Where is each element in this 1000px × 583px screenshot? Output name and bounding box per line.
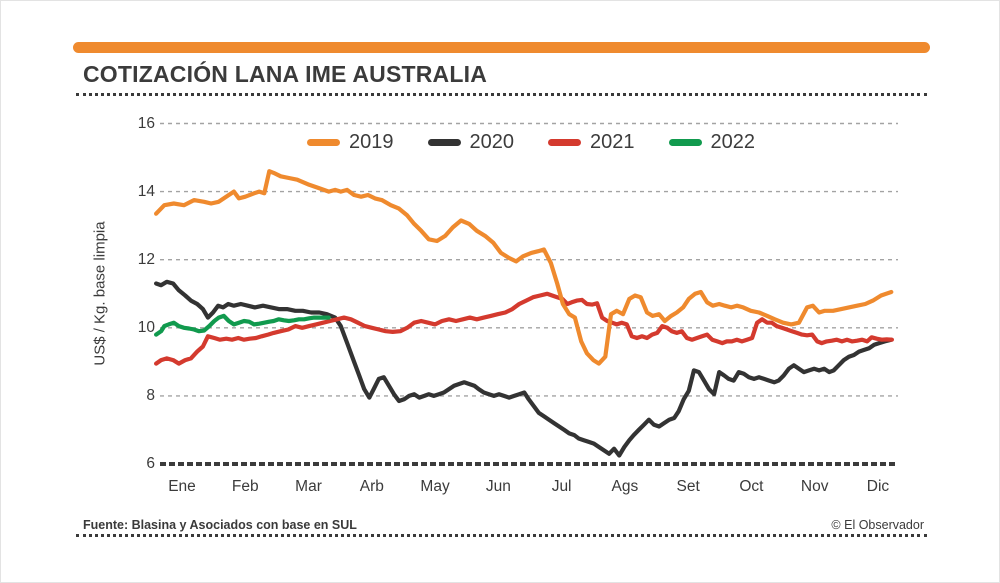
x-tick-label-Ene: Ene — [168, 478, 196, 495]
legend-swatch-2020 — [427, 139, 461, 146]
x-tick-label-Mar: Mar — [295, 478, 322, 495]
y-tick-label-16: 16 — [137, 114, 155, 132]
y-tick-label-14: 14 — [137, 182, 155, 200]
legend-item-2022: 2022 — [668, 131, 756, 154]
legend-label-2020: 2020 — [469, 131, 515, 153]
footer-divider — [76, 534, 927, 537]
series-line-2020 — [154, 279, 894, 458]
page-title: COTIZACIÓN LANA IME AUSTRALIA — [83, 61, 488, 87]
x-tick-label-May: May — [420, 478, 450, 495]
x-tick-label-Jul: Jul — [551, 478, 572, 495]
series-line-2019 — [154, 169, 894, 366]
x-tick-label-Set: Set — [676, 478, 700, 495]
legend-label-2021: 2021 — [590, 131, 635, 153]
legend-swatch-2021 — [548, 139, 581, 146]
chart-legend: 2019 2020 2021 2022 — [161, 131, 901, 154]
x-tick-label-Dic: Dic — [866, 478, 890, 495]
legend-swatch-2022 — [668, 139, 702, 146]
y-tick-label-12: 12 — [137, 250, 155, 268]
x-tick-label-Oct: Oct — [739, 478, 764, 495]
x-tick-label-Nov: Nov — [800, 478, 829, 495]
accent-bar — [73, 42, 930, 53]
title-divider — [76, 93, 927, 96]
y-tick-label-6: 6 — [146, 455, 155, 472]
legend-item-2020: 2020 — [427, 131, 515, 154]
legend-label-2019: 2019 — [349, 131, 394, 153]
source-note: Fuente: Blasina y Asociados con base en … — [83, 518, 357, 532]
y-axis-title: US$ / Kg. base limpia — [91, 221, 109, 366]
y-tick-label-8: 8 — [146, 386, 155, 404]
series-line-2022 — [154, 313, 331, 337]
legend-swatch-2019 — [307, 139, 340, 146]
x-tick-label-Arb: Arb — [359, 478, 384, 495]
legend-item-2021: 2021 — [548, 131, 635, 154]
x-tick-label-Jun: Jun — [485, 478, 511, 495]
x-tick-label-Feb: Feb — [231, 478, 259, 495]
y-tick-label-10: 10 — [137, 318, 155, 336]
credit-note: © El Observador — [831, 518, 924, 532]
x-tick-label-Ags: Ags — [611, 478, 639, 495]
legend-item-2019: 2019 — [307, 131, 394, 154]
legend-label-2022: 2022 — [710, 131, 756, 153]
series-line-2021 — [154, 291, 895, 366]
